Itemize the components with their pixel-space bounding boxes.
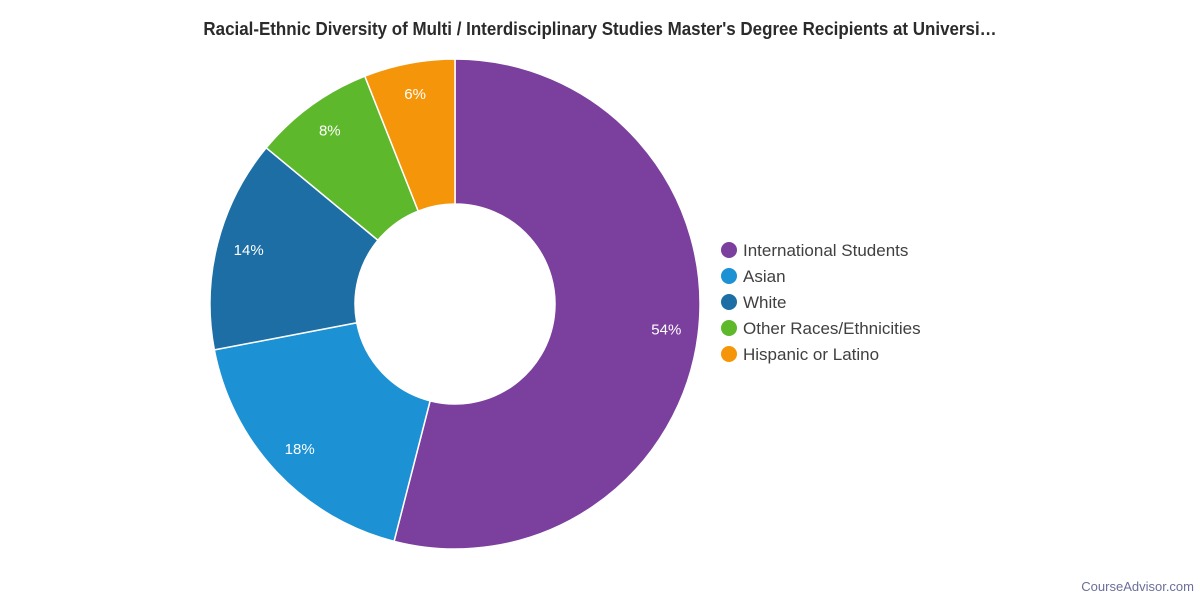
svg-text:14%: 14%: [234, 242, 264, 259]
svg-text:8%: 8%: [319, 123, 341, 140]
svg-text:18%: 18%: [285, 441, 315, 458]
svg-text:54%: 54%: [651, 322, 681, 339]
svg-text:6%: 6%: [404, 86, 426, 103]
